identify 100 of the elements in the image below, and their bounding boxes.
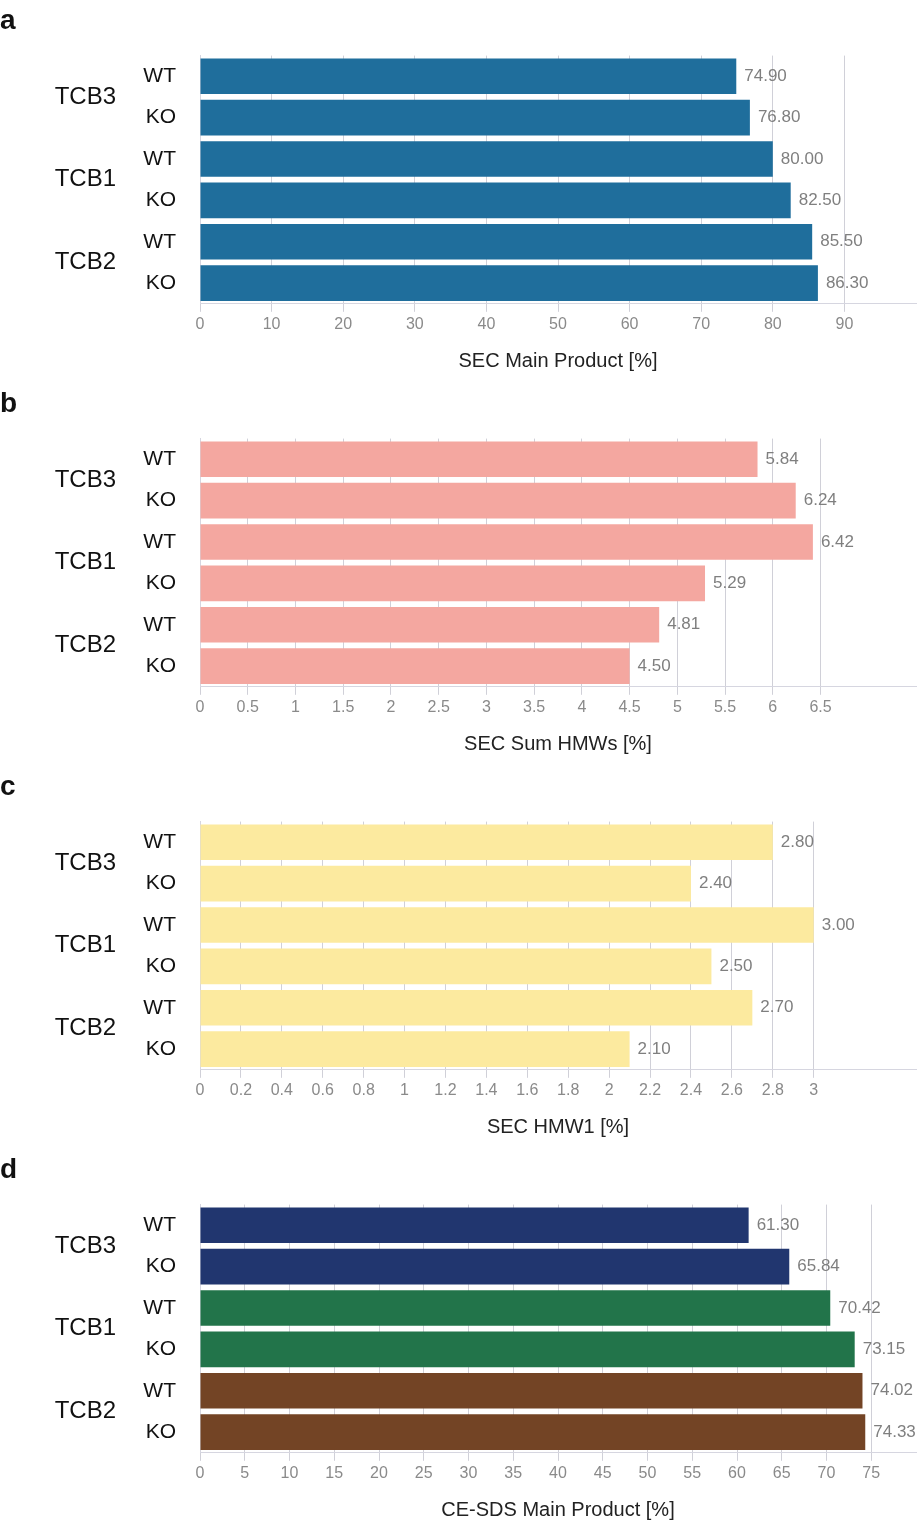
x-tick-label: 70 — [692, 314, 711, 332]
text: TCB3 — [54, 464, 116, 492]
x-tick-label: 25 — [414, 1463, 433, 1481]
data-label: 5.29 — [713, 573, 747, 593]
data-label: 2.50 — [719, 956, 753, 976]
y-tick-label: WT — [143, 145, 177, 169]
y-tick-label: KO — [145, 870, 176, 894]
x-tick-label: 1.8 — [557, 1080, 580, 1098]
bar — [200, 223, 813, 260]
x-tick-label: 1.2 — [434, 1080, 457, 1098]
x-tick-label: 0.6 — [311, 1080, 334, 1098]
y-tick-label: KO — [145, 1418, 176, 1442]
x-tick-label: 1 — [291, 697, 301, 715]
y-tick-label: WT — [143, 994, 177, 1018]
x-tick-label: 3.5 — [523, 697, 546, 715]
x-tick-label: 65 — [772, 1463, 791, 1481]
data-label: 5.84 — [765, 448, 799, 468]
x-tick-label: 35 — [504, 1463, 523, 1481]
data-label: 61.30 — [756, 1214, 800, 1234]
x-tick-label: 10 — [262, 314, 281, 332]
text: TCB1 — [54, 930, 116, 958]
data-label: 74.02 — [870, 1380, 914, 1400]
text: TCB2 — [54, 247, 116, 275]
chart-title: d — [0, 1152, 18, 1184]
x-tick-label: 75 — [862, 1463, 881, 1481]
x-tick-label: 2.8 — [761, 1080, 785, 1098]
data-label: 86.30 — [825, 272, 869, 292]
y-tick-label: WT — [143, 528, 177, 552]
x-tick-label: 1 — [400, 1080, 410, 1098]
y-tick-label: WT — [143, 611, 177, 635]
x-tick-label: 2 — [386, 697, 396, 715]
x-tick-label: 40 — [477, 314, 496, 332]
data-label: 73.15 — [862, 1339, 906, 1359]
chart-title: b — [0, 386, 18, 418]
y-tick-label: WT — [143, 1212, 177, 1236]
data-label: 76.80 — [757, 107, 801, 127]
x-tick-label: 2.6 — [720, 1080, 744, 1098]
bar — [200, 265, 818, 301]
text: TCB3 — [54, 81, 116, 109]
x-tick-label: 1.4 — [475, 1080, 498, 1098]
x-tick-label: 50 — [549, 314, 567, 332]
data-label: 2.70 — [760, 997, 794, 1017]
x-tick-label: 45 — [593, 1463, 612, 1481]
x-tick-label: 0 — [195, 314, 205, 332]
x-tick-label: 4 — [577, 697, 587, 715]
data-label: 2.80 — [780, 831, 814, 851]
y-tick-label: WT — [143, 1377, 177, 1401]
y-tick-label: KO — [145, 487, 176, 511]
x-tick-label: 3 — [481, 697, 491, 715]
bar — [200, 1290, 831, 1326]
x-tick-label: 40 — [549, 1463, 567, 1481]
data-label: 74.33 — [873, 1421, 916, 1441]
y-tick-label: WT — [143, 1294, 177, 1318]
x-tick-label: 2.2 — [638, 1080, 662, 1098]
x-tick-label: 0.8 — [352, 1080, 375, 1098]
x-tick-label: 30 — [459, 1463, 478, 1481]
text: TCB1 — [54, 164, 116, 192]
y-tick-label: WT — [143, 446, 177, 470]
y-tick-label: KO — [145, 269, 176, 293]
x-tick-label: 5.5 — [713, 697, 737, 715]
x-axis-title: SEC HMW1 [%] — [486, 1114, 630, 1137]
bar — [200, 565, 706, 602]
bar — [200, 948, 712, 985]
bar — [200, 1031, 630, 1067]
x-tick-label: 60 — [620, 314, 639, 332]
data-label: 82.50 — [798, 190, 842, 210]
x-tick-label: 0 — [195, 1463, 205, 1481]
y-tick-label: WT — [143, 911, 177, 935]
data-label: 2.10 — [637, 1038, 671, 1058]
data-label: 4.81 — [667, 614, 701, 634]
x-tick-label: 20 — [370, 1463, 388, 1481]
x-tick-label: 1.5 — [332, 697, 355, 715]
data-label: 80.00 — [780, 148, 824, 168]
x-tick-label: 90 — [835, 314, 854, 332]
y-tick-label: KO — [145, 187, 176, 211]
y-tick-label: KO — [145, 953, 176, 977]
x-tick-label: 70 — [817, 1463, 836, 1481]
x-axis-title: SEC Main Product [%] — [458, 348, 658, 371]
bar — [200, 58, 737, 95]
x-tick-label: 2.5 — [427, 697, 450, 715]
chart-title: a — [0, 3, 16, 35]
data-label: 85.50 — [820, 231, 863, 251]
bar — [200, 606, 660, 643]
x-tick-label: 0.4 — [270, 1080, 294, 1098]
bar — [200, 99, 750, 136]
text: TCB2 — [54, 1013, 116, 1041]
x-tick-label: 20 — [334, 314, 353, 332]
bar — [200, 1372, 863, 1409]
text: TCB1 — [54, 1313, 116, 1341]
bar — [200, 648, 630, 684]
text: TCB3 — [54, 847, 116, 875]
x-tick-label: 0 — [195, 1080, 205, 1098]
bar — [200, 907, 814, 943]
bar — [200, 441, 758, 478]
data-label: 70.42 — [838, 1297, 881, 1317]
data-label: 6.24 — [803, 490, 837, 510]
chart-title: c — [0, 769, 16, 801]
data-label: 74.90 — [744, 65, 787, 85]
x-tick-label: 5 — [240, 1463, 250, 1481]
x-tick-label: 6 — [768, 697, 778, 715]
